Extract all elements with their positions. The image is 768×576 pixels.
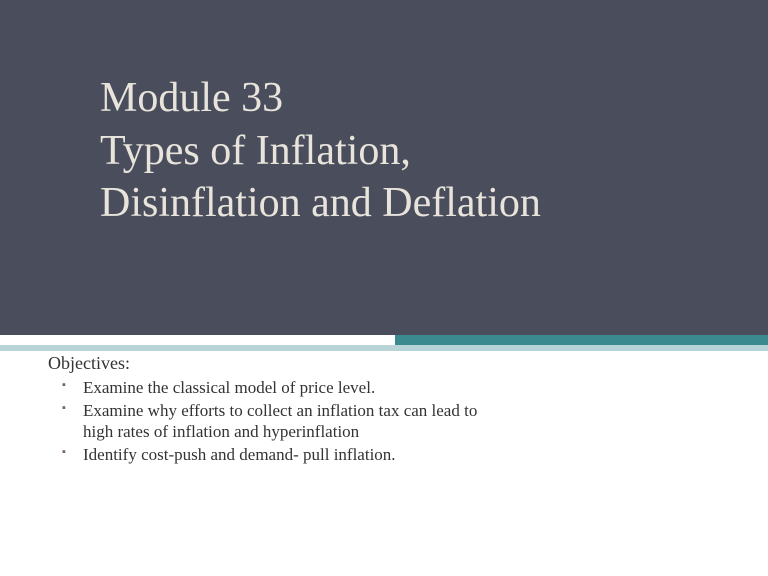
list-item: Identify cost-push and demand- pull infl…: [66, 445, 500, 465]
title-line-1: Module 33: [100, 72, 541, 125]
title-line-3: Disinflation and Deflation: [100, 177, 541, 230]
list-item: Examine why efforts to collect an inflat…: [66, 401, 500, 442]
title-line-2: Types of Inflation,: [100, 125, 541, 178]
slide-title: Module 33 Types of Inflation, Disinflati…: [100, 72, 541, 230]
title-panel: Module 33 Types of Inflation, Disinflati…: [0, 0, 768, 335]
objectives-list: Examine the classical model of price lev…: [48, 378, 500, 466]
accent-bar-dark: [395, 335, 768, 345]
objectives-section: Objectives: Examine the classical model …: [0, 335, 500, 466]
accent-bar-light: [0, 345, 768, 351]
objectives-heading: Objectives:: [48, 353, 500, 374]
accent-divider: [0, 335, 768, 351]
list-item: Examine the classical model of price lev…: [66, 378, 500, 398]
